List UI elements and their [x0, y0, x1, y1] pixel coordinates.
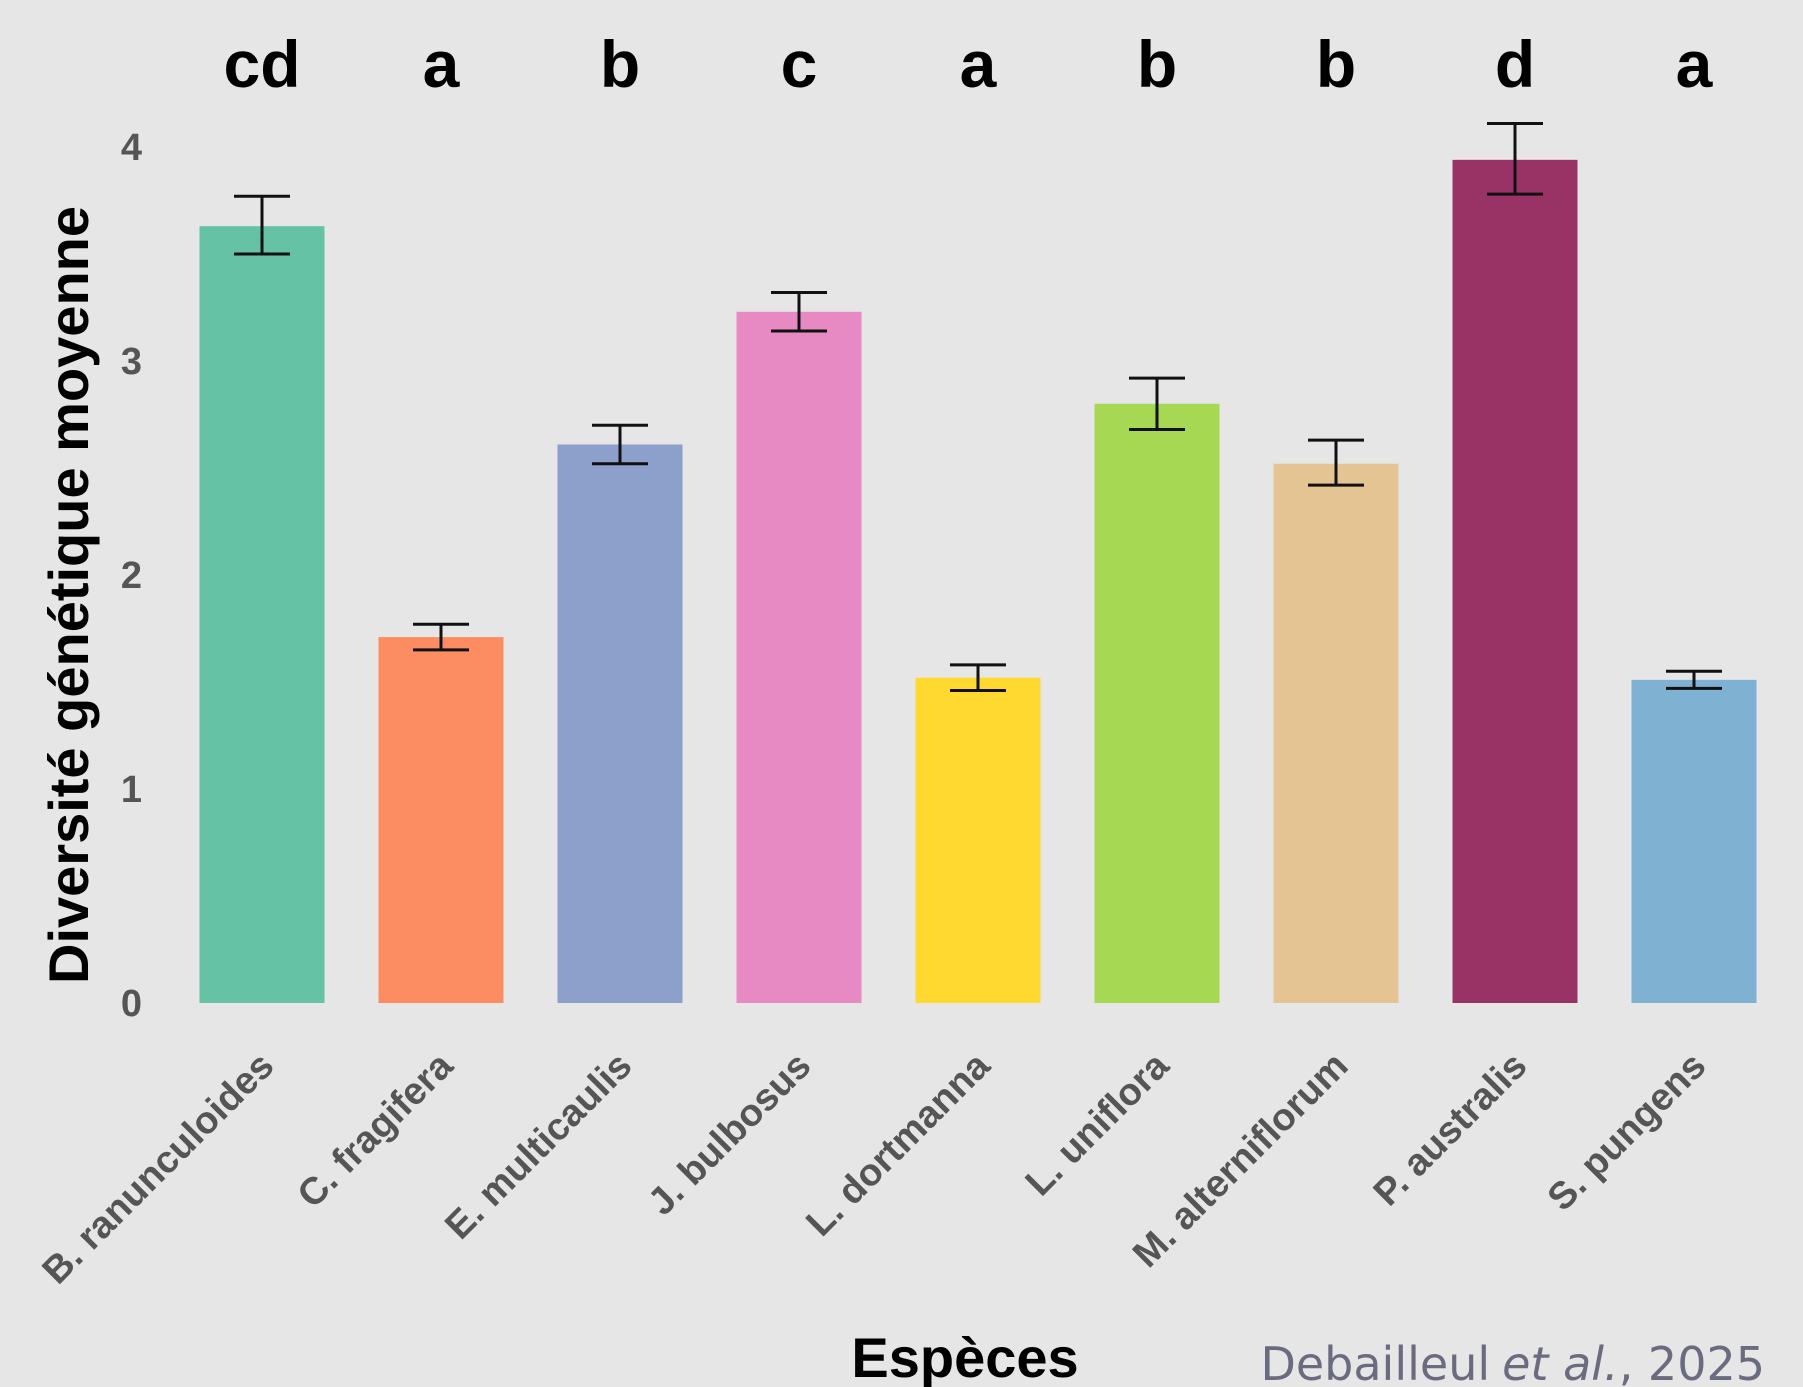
error-bar-l-uniflora [1129, 376, 1185, 431]
y-tick-label-1: 1 [121, 769, 142, 811]
bar-m-alterniflorum [1273, 463, 1399, 1004]
error-bar-s-pungens [1666, 669, 1722, 690]
bar-s-pungens [1631, 679, 1757, 1003]
significance-letters-layer: cd a b c a b b d a [223, 27, 1713, 101]
bar-l-uniflora [1094, 403, 1220, 1003]
y-tick-label-3: 3 [121, 341, 142, 383]
error-bar-l-dortmanna [950, 663, 1006, 693]
x-tick-label-p-australis: P. australis [1366, 1045, 1536, 1215]
bar-p-australis [1452, 159, 1578, 1004]
significance-letter-l-uniflora: b [1137, 27, 1177, 101]
error-bar-j-bulbosus [771, 291, 827, 333]
y-axis-title: Diversité génétique moyenne [37, 206, 100, 984]
significance-letter-l-dortmanna: a [960, 27, 998, 101]
significance-letter-s-pungens: a [1676, 27, 1714, 101]
x-tick-label-c-fragifera: C. fragifera [290, 1044, 462, 1216]
bars-layer [199, 159, 1757, 1004]
y-tick-label-2: 2 [121, 555, 142, 597]
credit-authors: Debailleul [1260, 1337, 1490, 1387]
error-bar-c-fragifera [413, 622, 469, 652]
y-tick-label-4: 4 [121, 127, 142, 169]
significance-letter-b-ranunculoides: cd [223, 27, 300, 101]
significance-letter-p-australis: d [1495, 27, 1535, 101]
significance-letter-c-fragifera: a [423, 27, 461, 101]
bar-c-fragifera [378, 637, 504, 1003]
y-tick-labels-layer: 0 1 2 3 4 [121, 127, 142, 1025]
credit-year: , 2025 [1619, 1337, 1765, 1387]
x-axis-title: Espèces [851, 1326, 1078, 1387]
x-tick-label-s-pungens: S. pungens [1540, 1045, 1715, 1220]
source-credit: Debailleul et al., 2025 [1260, 1337, 1765, 1387]
bar-e-multicaulis [557, 444, 683, 1004]
bar-l-dortmanna [915, 677, 1041, 1003]
x-tick-label-b-ranunculoides: B. ranunculoides [35, 1045, 283, 1293]
error-bar-p-australis [1487, 121, 1543, 196]
error-bars-layer [234, 121, 1722, 693]
significance-letter-j-bulbosus: c [781, 27, 818, 101]
error-bar-m-alterniflorum [1308, 438, 1364, 487]
error-bar-b-ranunculoides [234, 194, 290, 256]
x-tick-label-l-uniflora: L. uniflora [1018, 1044, 1178, 1204]
bar-b-ranunculoides [199, 226, 325, 1003]
credit-etal: et al. [1502, 1337, 1619, 1387]
x-tick-label-j-bulbosus: J. bulbosus [640, 1045, 819, 1224]
x-tick-label-l-dortmanna: L. dortmanna [798, 1044, 998, 1244]
error-bar-e-multicaulis [592, 423, 648, 466]
y-tick-label-0: 0 [121, 983, 142, 1025]
significance-letter-e-multicaulis: b [600, 27, 640, 101]
bar-j-bulbosus [736, 311, 862, 1003]
x-tick-label-e-multicaulis: E. multicaulis [437, 1045, 640, 1248]
significance-letter-m-alterniflorum: b [1316, 27, 1356, 101]
